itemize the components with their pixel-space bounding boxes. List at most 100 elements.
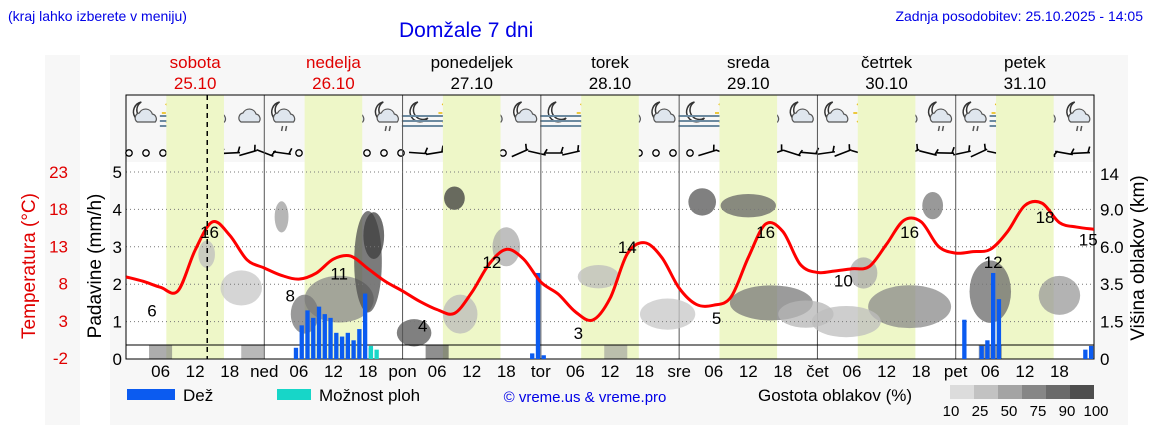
rain-bar: [541, 355, 546, 359]
cloud-shape: [514, 108, 538, 123]
update-timestamp: Zadnja posodobitev: 25.10.2025 - 14:05: [895, 8, 1143, 24]
temperature-data-label: 6: [147, 301, 156, 320]
rain-bar: [357, 329, 362, 359]
temperature-data-label: 4: [418, 316, 427, 335]
page-title: Domžale 7 dni: [399, 19, 533, 42]
time-tick: 06: [428, 362, 447, 381]
day-name: nedelja: [306, 53, 361, 72]
moon-drizzle-icon: [962, 101, 987, 132]
rain-drop: [1079, 125, 1083, 132]
cloud-scale-swatch: [1046, 385, 1070, 399]
cloud-height-tick: 6.0: [1100, 238, 1124, 257]
precipitation-tick: 1: [113, 313, 122, 332]
moon-cloud-icon: [513, 101, 538, 123]
wind-barb-shaft: [698, 149, 716, 157]
wind-barb-feather: [968, 145, 971, 152]
temperature-data-label: 16: [756, 223, 775, 242]
temperature-data-label: 16: [200, 223, 219, 242]
precipitation-tick: 3: [113, 238, 122, 257]
region-hint[interactable]: (kraj lahko izberete v meniju): [8, 8, 187, 24]
temperature-line: 6 16 8 11 4 12 3 14 5 16 10 16 12 18 15: [125, 199, 1098, 343]
temperature-tick: -2: [53, 349, 68, 368]
wind-barb-feather: [253, 144, 256, 152]
temperature-data-label: 16: [900, 223, 919, 242]
temperature-data-label: 3: [574, 324, 583, 343]
cloud-low-layer: [149, 345, 173, 359]
time-tick: 12: [186, 362, 205, 381]
wind-barb-feather: [934, 148, 939, 156]
wind-barb: [562, 145, 580, 156]
cloud-blob: [363, 212, 385, 259]
wind-calm-marker: [380, 149, 388, 157]
time-tick: 18: [1050, 362, 1069, 381]
moon-drizzle-icon: [271, 101, 296, 132]
temperature-data-label: 18: [1036, 208, 1055, 227]
cloud-density-title: Gostota oblakov (%): [758, 386, 912, 405]
daylight-bands: [166, 95, 1054, 359]
cloud-shape: [134, 108, 157, 123]
day-date: 30.10: [865, 74, 908, 93]
rain-bar: [1083, 349, 1088, 359]
wind-barb-feather: [712, 144, 715, 151]
wind-barb-feather: [1087, 146, 1091, 153]
cloud-blob: [198, 240, 215, 268]
daylight-band: [166, 95, 224, 359]
wind-calm-marker: [363, 149, 371, 157]
wind-barb-feather: [237, 146, 241, 153]
cloud-blob: [444, 186, 465, 210]
cloud-icon: [238, 108, 261, 123]
rain-bar: [991, 272, 996, 359]
temperature-data-label: 5: [712, 309, 721, 328]
time-tick: 12: [462, 362, 481, 381]
cloud-shape: [929, 108, 953, 123]
daylight-band: [996, 95, 1054, 359]
wind-barb-feather: [560, 146, 564, 154]
grid: [125, 94, 1095, 360]
wind-barb-feather: [832, 145, 835, 153]
wind-barb-shaft: [834, 149, 852, 157]
cloud-shape: [376, 108, 399, 123]
cloud-low-layer: [978, 345, 1002, 359]
moon-drizzle-icon: [927, 101, 953, 132]
day-date: 29.10: [727, 74, 770, 93]
left-panel-bg: [45, 55, 80, 425]
rain-bar: [316, 306, 322, 359]
rain-drop: [941, 125, 945, 132]
time-tick: 06: [704, 362, 723, 381]
wind-barb: [239, 144, 257, 157]
wind-barb-feather: [983, 143, 987, 151]
day-date: 28.10: [589, 74, 632, 93]
cloud-blob: [274, 201, 289, 233]
cloud-low-layer: [241, 345, 265, 359]
rain-bar: [351, 340, 356, 359]
time-tick: 06: [843, 362, 862, 381]
time-tick: 18: [497, 362, 516, 381]
cloud-height-tick: 3.5: [1100, 275, 1124, 294]
cloud-height-axis: 0 1.5 3.5 6.0 9.0 14: [1100, 165, 1124, 369]
day-name: četrtek: [861, 53, 913, 72]
day-name: sobota: [170, 53, 222, 72]
cloud-scale-swatch: [1070, 385, 1094, 399]
rain-bar: [305, 310, 310, 359]
time-axis: 06 12 18 ned 06 12 18 pon 06 12 18 tor 06 12 18 sre 06 12…: [151, 362, 1069, 381]
rain-drop: [972, 125, 975, 132]
cloud-scale-swatch: [998, 385, 1022, 399]
wind-barb-shaft: [919, 150, 937, 156]
moon-cloud-icon: [789, 101, 814, 123]
precipitation-tick: 5: [113, 163, 122, 182]
plot-border: [125, 94, 1095, 360]
time-tick: 12: [877, 362, 896, 381]
credit-link[interactable]: © vreme.us & vreme.pro: [504, 389, 667, 406]
rain-bar: [985, 340, 990, 359]
day-header: sobota 25.10 nedelja 26.10 ponedeljek 27.10 to…: [170, 53, 1047, 93]
time-tick: 12: [601, 362, 620, 381]
rain-bar: [362, 293, 368, 359]
cloud-height-tick: 9.0: [1100, 200, 1124, 219]
wind-barb-shaft: [970, 148, 988, 158]
cloud-low-layer: [604, 345, 628, 359]
cloud-blob: [720, 193, 776, 218]
wind-barb-shaft: [562, 150, 580, 156]
rain-bar: [962, 319, 967, 359]
wind-barb: [545, 146, 564, 154]
